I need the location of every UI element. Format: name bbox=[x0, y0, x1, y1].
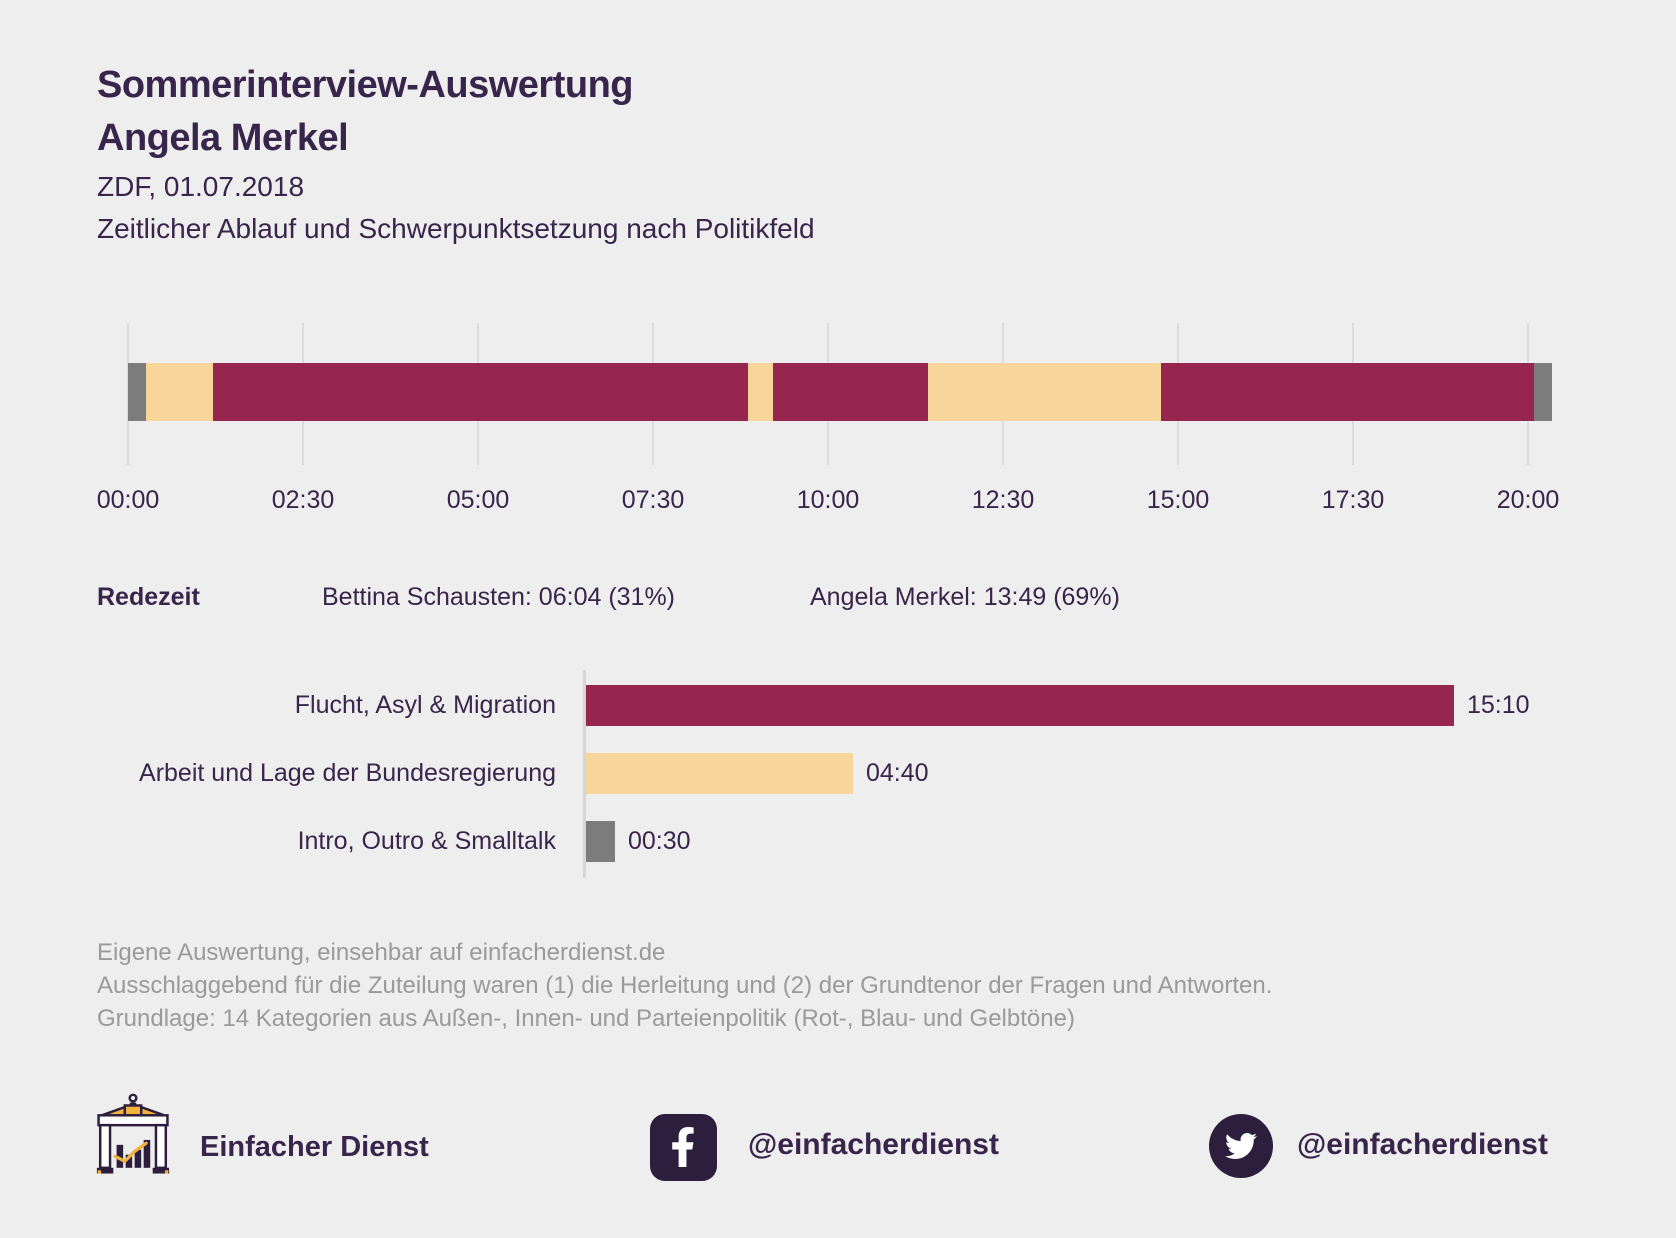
twitter-icon bbox=[1209, 1114, 1273, 1178]
brandenburg-gate-icon bbox=[92, 1091, 174, 1179]
redezeit-speaker-merkel: Angela Merkel: 13:49 (69%) bbox=[810, 583, 1120, 611]
subtitle-description: Zeitlicher Ablauf und Schwerpunktsetzung… bbox=[97, 213, 815, 244]
category-bar bbox=[586, 821, 615, 862]
subtitle-source: ZDF, 01.07.2018 bbox=[97, 171, 305, 202]
category-label: Intro, Outro & Smalltalk bbox=[297, 827, 556, 855]
timeline-tick-label: 12:30 bbox=[971, 486, 1035, 514]
timeline-tick-label: 02:30 bbox=[271, 486, 335, 514]
footer-notes: Eigene Auswertung, einsehbar auf einfach… bbox=[97, 936, 1272, 1035]
timeline-tick-label: 05:00 bbox=[446, 486, 510, 514]
timeline-segment bbox=[128, 363, 146, 421]
timeline-segment bbox=[213, 363, 748, 421]
facebook-icon bbox=[650, 1114, 717, 1181]
timeline-tick-label: 10:00 bbox=[796, 486, 860, 514]
category-label: Flucht, Asyl & Migration bbox=[294, 691, 556, 719]
timeline-segment bbox=[1534, 363, 1552, 421]
redezeit-speaker-schausten: Bettina Schausten: 06:04 (31%) bbox=[322, 583, 676, 611]
twitter-handle: @einfacherdienst bbox=[1297, 1128, 1548, 1161]
category-bar bbox=[586, 753, 853, 794]
timeline-segment bbox=[1160, 363, 1535, 421]
timeline-tick-label: 15:00 bbox=[1146, 486, 1210, 514]
timeline-tick-label: 00:00 bbox=[96, 486, 160, 514]
page-title-line-2: Angela Merkel bbox=[97, 117, 349, 159]
timeline-segment bbox=[747, 363, 774, 421]
category-value-label: 04:40 bbox=[866, 759, 929, 787]
category-chart-axis bbox=[583, 670, 586, 878]
facebook-handle: @einfacherdienst bbox=[748, 1128, 999, 1161]
footer-note-line: Ausschlaggebend für die Zuteilung waren … bbox=[97, 972, 1273, 999]
page-title-line-1: Sommerinterview-Auswertung bbox=[97, 64, 634, 106]
timeline-bar bbox=[128, 363, 1552, 421]
redezeit-label: Redezeit bbox=[97, 583, 200, 611]
timeline-tick-label: 07:30 bbox=[621, 486, 685, 514]
category-label: Arbeit und Lage der Bundesregierung bbox=[139, 759, 556, 787]
footer-note-line: Grundlage: 14 Kategorien aus Außen-, Inn… bbox=[97, 1005, 1075, 1032]
timeline-segment bbox=[927, 363, 1161, 421]
footer-note-line: Eigene Auswertung, einsehbar auf einfach… bbox=[97, 939, 666, 966]
timeline-segment bbox=[145, 363, 214, 421]
brand-name: Einfacher Dienst bbox=[200, 1131, 429, 1163]
timeline-segment bbox=[773, 363, 928, 421]
category-value-label: 15:10 bbox=[1467, 691, 1530, 719]
category-bar bbox=[586, 685, 1454, 726]
timeline-tick-label: 17:30 bbox=[1321, 486, 1385, 514]
category-value-label: 00:30 bbox=[628, 827, 691, 855]
timeline-tick-label: 20:00 bbox=[1496, 486, 1560, 514]
timeline-ticks: 00:00 02:30 05:00 07:30 10:00 12:30 15:00 17:30… bbox=[97, 486, 1560, 518]
